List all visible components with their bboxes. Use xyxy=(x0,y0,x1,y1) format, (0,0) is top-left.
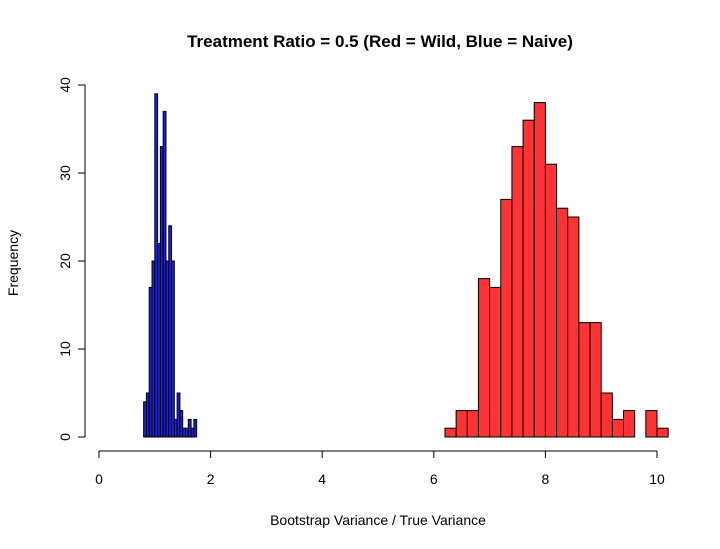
bar-wild-9 xyxy=(544,163,558,438)
bar-wild-5 xyxy=(500,198,513,438)
x-tick-label: 6 xyxy=(430,471,438,487)
bar-wild-3 xyxy=(477,278,491,438)
y-tick-label: 30 xyxy=(57,165,73,181)
x-tick-label: 4 xyxy=(318,471,326,487)
bar-wild-4 xyxy=(489,286,502,438)
y-axis-label: Frequency xyxy=(5,230,21,296)
bar-wild-6 xyxy=(511,146,524,438)
bar-naive-10 xyxy=(171,260,175,438)
bar-naive-18 xyxy=(193,418,198,438)
x-tick-label: 10 xyxy=(649,471,665,487)
x-tick-label: 0 xyxy=(95,471,103,487)
histogram-bars xyxy=(143,93,669,438)
bar-wild-0 xyxy=(444,427,457,438)
y-axis: 0 10 20 30 40 xyxy=(57,77,86,441)
chart-title: Treatment Ratio = 0.5 (Red = Wild, Blue … xyxy=(187,32,573,51)
y-tick-label: 0 xyxy=(57,433,73,441)
bar-wild-18 xyxy=(645,410,658,438)
bar-wild-15 xyxy=(611,418,625,438)
y-tick-label: 40 xyxy=(57,77,73,93)
bar-wild-7 xyxy=(522,119,535,438)
bar-wild-2 xyxy=(466,410,479,438)
bar-wild-12 xyxy=(578,322,591,438)
y-tick-label: 10 xyxy=(57,341,73,357)
bar-wild-13 xyxy=(589,322,602,438)
bar-wild-16 xyxy=(623,410,636,438)
bar-wild-11 xyxy=(567,216,580,438)
bar-wild-10 xyxy=(556,207,569,438)
bar-wild-8 xyxy=(533,102,546,438)
bar-wild-14 xyxy=(600,392,613,438)
y-tick-label: 20 xyxy=(57,253,73,269)
bar-wild-1 xyxy=(455,410,468,438)
x-axis: 0 2 4 6 8 10 xyxy=(95,450,665,487)
x-tick-label: 2 xyxy=(207,471,215,487)
bar-naive-13 xyxy=(179,410,184,438)
bar-wild-19 xyxy=(656,427,669,438)
x-axis-label: Bootstrap Variance / True Variance xyxy=(270,512,486,528)
x-tick-label: 8 xyxy=(542,471,550,487)
